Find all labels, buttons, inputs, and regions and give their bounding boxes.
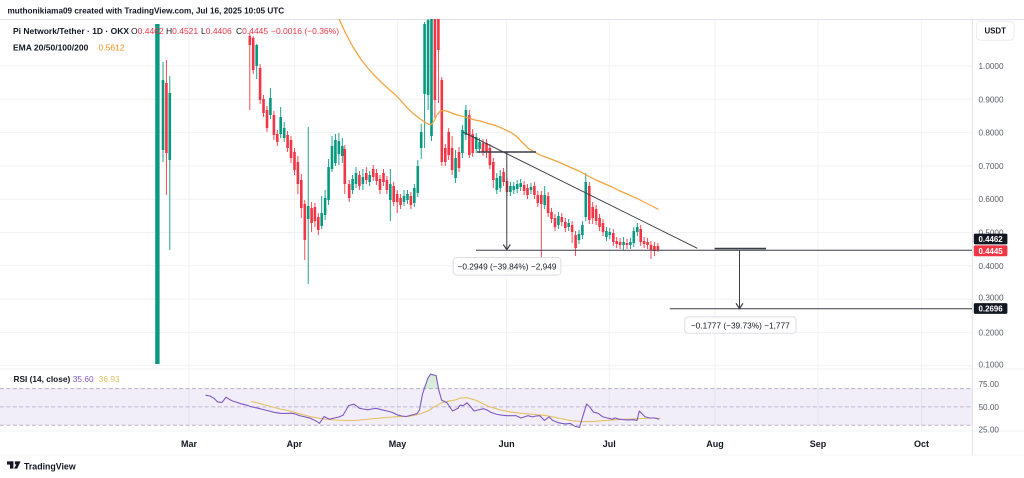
svg-text:0.3000: 0.3000 [979, 293, 1004, 302]
svg-text:Jul: Jul [603, 439, 616, 449]
svg-text:0.6000: 0.6000 [979, 195, 1004, 204]
svg-text:1.0000: 1.0000 [979, 62, 1004, 71]
svg-text:0.7000: 0.7000 [979, 162, 1004, 171]
svg-text:Jun: Jun [499, 439, 515, 449]
svg-text:Mar: Mar [181, 439, 198, 449]
svg-text:0.4462: 0.4462 [979, 235, 1004, 244]
svg-text:0.9000: 0.9000 [979, 95, 1004, 104]
svg-text:50.00: 50.00 [979, 403, 1000, 412]
svg-text:0.4000: 0.4000 [979, 262, 1004, 271]
svg-text:0.8000: 0.8000 [979, 129, 1004, 138]
svg-text:muthonikiama09 created with Tr: muthonikiama09 created with TradingView.… [8, 6, 285, 15]
svg-text:Oct: Oct [914, 439, 929, 449]
svg-text:75.00: 75.00 [979, 380, 1000, 389]
svg-text:0.4445: 0.4445 [979, 247, 1004, 256]
svg-text:USDT: USDT [984, 27, 1006, 36]
svg-text:May: May [389, 439, 407, 449]
svg-text:0.2696: 0.2696 [979, 305, 1004, 314]
svg-text:−0.1777 (−39.73%) −1,777: −0.1777 (−39.73%) −1,777 [691, 320, 790, 330]
svg-text:TradingView: TradingView [24, 461, 76, 471]
svg-text:−0.2949 (−39.84%) −2,949: −0.2949 (−39.84%) −2,949 [458, 262, 557, 272]
svg-text:Aug: Aug [706, 439, 724, 449]
svg-text:EMA 20/50/100/2000.5612: EMA 20/50/100/200 0.5612 [13, 42, 125, 52]
svg-text:Sep: Sep [810, 439, 827, 449]
svg-text:25.00: 25.00 [979, 426, 1000, 435]
svg-text:0.1000: 0.1000 [979, 361, 1004, 370]
svg-text:0.5000: 0.5000 [979, 229, 1004, 238]
svg-text:Apr: Apr [287, 439, 303, 449]
svg-text:0.2000: 0.2000 [979, 328, 1004, 337]
